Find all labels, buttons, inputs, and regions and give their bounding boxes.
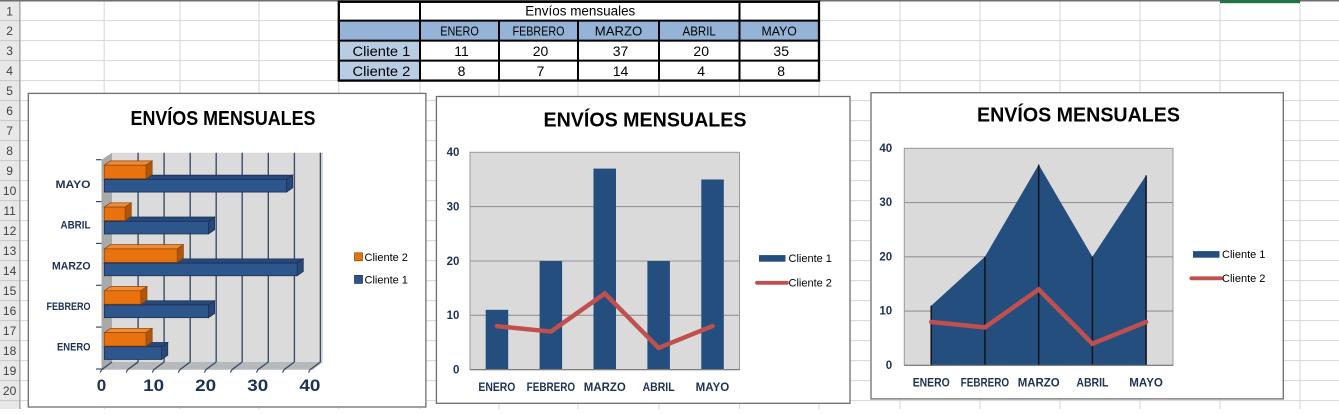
svg-text:FEBRERO: FEBRERO: [513, 24, 565, 39]
svg-text:Envíos mensuales: Envíos mensuales: [525, 3, 635, 18]
svg-text:19: 19: [3, 364, 17, 378]
svg-text:4: 4: [6, 64, 13, 78]
svg-text:7: 7: [6, 124, 13, 138]
svg-text:9: 9: [6, 164, 13, 178]
svg-text:30: 30: [879, 197, 892, 209]
svg-text:10: 10: [447, 310, 460, 322]
svg-text:7: 7: [537, 63, 545, 79]
svg-text:Cliente 1: Cliente 1: [1222, 249, 1265, 261]
svg-text:ENERO: ENERO: [57, 342, 91, 354]
svg-text:FEBRERO: FEBRERO: [527, 382, 576, 394]
svg-text:MAYO: MAYO: [1129, 378, 1163, 390]
svg-text:11: 11: [3, 204, 16, 218]
svg-text:35: 35: [773, 43, 789, 59]
svg-text:MARZO: MARZO: [584, 382, 626, 394]
svg-text:ABRIL: ABRIL: [643, 382, 675, 394]
svg-text:16: 16: [3, 304, 17, 318]
svg-text:40: 40: [447, 147, 460, 159]
svg-text:0: 0: [97, 376, 106, 395]
svg-text:20: 20: [533, 43, 549, 59]
svg-text:14: 14: [3, 264, 17, 278]
svg-text:MAYO: MAYO: [56, 179, 91, 191]
svg-text:MARZO: MARZO: [52, 260, 91, 272]
svg-text:10: 10: [3, 184, 17, 198]
svg-text:20: 20: [3, 384, 17, 398]
svg-text:ABRIL: ABRIL: [61, 220, 91, 232]
svg-text:4: 4: [697, 63, 705, 79]
svg-text:8: 8: [6, 144, 13, 158]
svg-text:MARZO: MARZO: [1018, 378, 1060, 390]
svg-text:18: 18: [3, 344, 17, 358]
svg-text:17: 17: [3, 324, 17, 338]
svg-text:40: 40: [879, 143, 892, 155]
svg-text:12: 12: [3, 224, 17, 238]
svg-text:6: 6: [6, 104, 13, 118]
svg-text:0: 0: [886, 360, 892, 372]
svg-text:3: 3: [6, 44, 13, 58]
svg-text:14: 14: [613, 63, 629, 79]
svg-text:8: 8: [777, 63, 785, 79]
svg-text:8: 8: [458, 63, 466, 79]
svg-text:20: 20: [879, 251, 892, 263]
svg-text:MAYO: MAYO: [762, 24, 797, 39]
svg-text:FEBRERO: FEBRERO: [47, 301, 91, 313]
svg-text:Cliente 2: Cliente 2: [353, 63, 411, 79]
svg-text:ENVÍOS MENSUALES: ENVÍOS MENSUALES: [544, 109, 747, 132]
svg-text:Cliente 1: Cliente 1: [365, 274, 408, 286]
svg-text:13: 13: [3, 244, 17, 258]
svg-text:30: 30: [447, 201, 460, 213]
svg-text:5: 5: [6, 84, 13, 98]
svg-text:37: 37: [613, 43, 629, 59]
svg-text:ENVÍOS MENSUALES: ENVÍOS MENSUALES: [131, 107, 316, 130]
svg-text:Cliente 2: Cliente 2: [789, 278, 832, 290]
svg-text:10: 10: [143, 376, 164, 395]
svg-text:10: 10: [879, 306, 892, 318]
svg-text:FEBRERO: FEBRERO: [961, 378, 1010, 390]
svg-text:1: 1: [6, 4, 13, 18]
svg-text:0: 0: [453, 364, 459, 376]
svg-text:ENERO: ENERO: [913, 378, 950, 390]
svg-text:2: 2: [6, 24, 13, 38]
svg-text:ABRIL: ABRIL: [1076, 378, 1108, 390]
svg-text:15: 15: [3, 284, 17, 298]
svg-text:40: 40: [299, 376, 320, 395]
svg-text:Cliente 2: Cliente 2: [1222, 273, 1265, 285]
svg-text:ABRIL: ABRIL: [683, 24, 716, 39]
svg-text:ENVÍOS MENSUALES: ENVÍOS MENSUALES: [977, 104, 1180, 127]
svg-text:ENERO: ENERO: [440, 24, 479, 39]
svg-text:MARZO: MARZO: [595, 24, 642, 39]
svg-text:Cliente 2: Cliente 2: [365, 252, 408, 264]
svg-text:MAYO: MAYO: [696, 382, 730, 394]
svg-text:30: 30: [247, 376, 268, 395]
svg-text:ENERO: ENERO: [478, 382, 515, 394]
svg-text:Cliente 1: Cliente 1: [789, 253, 832, 265]
svg-text:20: 20: [447, 256, 460, 268]
svg-text:11: 11: [454, 43, 469, 59]
svg-text:20: 20: [195, 376, 216, 395]
svg-text:20: 20: [693, 43, 709, 59]
svg-text:Cliente 1: Cliente 1: [353, 43, 411, 59]
